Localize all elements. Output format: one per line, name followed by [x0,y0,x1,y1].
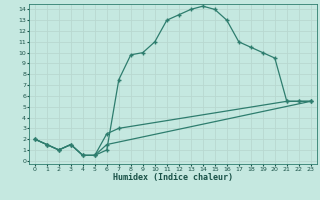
X-axis label: Humidex (Indice chaleur): Humidex (Indice chaleur) [113,173,233,182]
